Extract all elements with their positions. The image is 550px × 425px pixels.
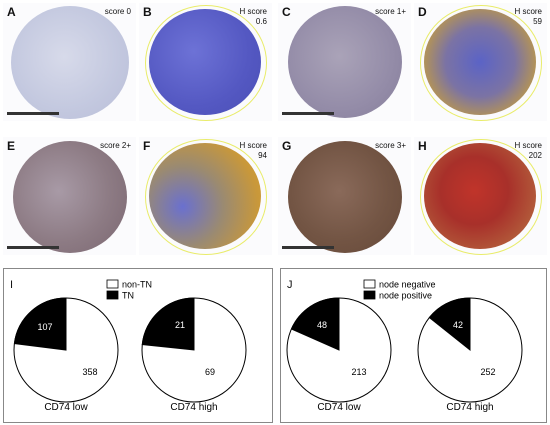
outline-ring (420, 5, 542, 121)
white-slice-value: 69 (205, 367, 215, 377)
panel-letter: C (282, 5, 291, 19)
legend-swatch-white (106, 279, 119, 289)
tissue-core (288, 6, 402, 118)
panel-letter: B (143, 5, 152, 19)
panel-letter: H (418, 139, 427, 153)
panel-j: J node negative node positive 48 213 CD74 lo… (280, 268, 547, 423)
legend-label: TN (122, 291, 134, 301)
scale-bar (7, 112, 59, 115)
outline-ring (420, 139, 542, 255)
tissue-core (288, 141, 402, 253)
white-slice-value: 213 (351, 367, 366, 377)
pie-title: CD74 low (44, 402, 88, 413)
panel-letter: F (143, 139, 151, 153)
tissue-core (424, 9, 536, 115)
tile-g: G score 3+ (278, 137, 411, 255)
outline-ring (145, 139, 267, 255)
black-slice-value: 42 (453, 320, 463, 330)
legend-swatch-black (106, 290, 119, 300)
tile-b: B H score 0.6 (139, 3, 272, 121)
black-slice-value: 21 (175, 320, 185, 330)
tissue-core (149, 143, 261, 249)
tile-a: A score 0 (3, 3, 136, 121)
pie-title: CD74 high (446, 402, 493, 413)
panel-letter: I (10, 279, 14, 291)
black-slice-value: 48 (317, 320, 327, 330)
score-label: score 3+ (375, 141, 406, 150)
legend-swatch-white (363, 279, 376, 289)
scale-bar (282, 246, 334, 249)
tile-f: F H score 94 (139, 137, 272, 255)
tile-d: D H score 59 (414, 3, 547, 121)
panel-letter: A (7, 5, 16, 19)
tile-h: H H score 202 (414, 137, 547, 255)
white-slice-value: 252 (480, 367, 495, 377)
panel-i: I non-TN TN 107 358 CD74 low 21 69 CD74 high (3, 268, 273, 423)
legend-label: non-TN (122, 280, 152, 290)
legend-label: node negative (379, 280, 436, 290)
score-label: H score 59 (514, 7, 542, 26)
score-label: score 0 (104, 7, 131, 16)
pie-slice-tn (141, 297, 195, 351)
score-label: H score 0.6 (239, 7, 267, 26)
pie-title: CD74 high (170, 402, 217, 413)
pie-slice-tn (13, 297, 67, 351)
tissue-core (424, 143, 536, 249)
legend-label: node positive (379, 291, 432, 301)
scale-bar (282, 112, 334, 115)
score-label: score 2+ (100, 141, 131, 150)
score-label: H score 202 (514, 141, 542, 160)
tile-e: E score 2+ (3, 137, 136, 255)
black-slice-value: 107 (37, 322, 52, 332)
tile-c: C score 1+ (278, 3, 411, 121)
pie-slice-node-positive (290, 297, 340, 351)
tissue-core (13, 141, 127, 253)
pie-slice-node-positive (428, 297, 471, 352)
panel-letter: J (287, 279, 293, 291)
tissue-core (149, 9, 261, 115)
panel-letter: G (282, 139, 292, 153)
white-slice-value: 358 (82, 367, 97, 377)
panel-letter: E (7, 139, 16, 153)
score-label: H score 94 (239, 141, 267, 160)
scale-bar (7, 246, 59, 249)
score-label: score 1+ (375, 7, 406, 16)
outline-ring (145, 5, 267, 121)
panel-letter: D (418, 5, 427, 19)
pie-title: CD74 low (317, 402, 361, 413)
tissue-core (11, 6, 129, 119)
legend-swatch-black (363, 290, 376, 300)
